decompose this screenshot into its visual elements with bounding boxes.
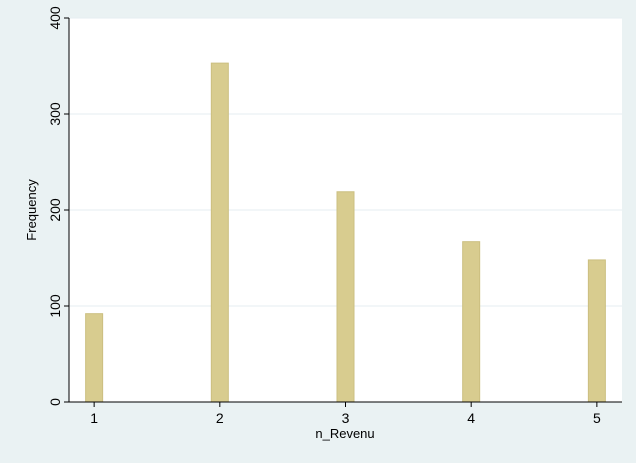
x-axis-ticks: 1 2 3 4 5 [90,402,601,426]
y-tick-label: 400 [47,6,63,30]
x-tick-label: 4 [467,410,475,426]
bar-5 [587,259,606,403]
y-axis-title: Frequency [24,179,39,241]
bar-4 [462,241,481,403]
x-tick-label: 5 [593,410,601,426]
bar-1 [85,313,104,403]
y-tick-label: 100 [47,294,63,318]
x-tick-label: 1 [90,410,98,426]
bar-3 [336,191,355,403]
bars [85,62,606,403]
y-tick-label: 200 [47,198,63,222]
y-tick-label: 300 [47,102,63,126]
y-tick-label: 0 [47,398,63,406]
bar-2 [210,62,229,403]
y-axis-ticks: 0 100 200 300 400 [47,6,69,406]
x-tick-label: 2 [216,410,224,426]
x-tick-label: 3 [342,410,350,426]
x-axis-title: n_Revenu [315,426,374,441]
